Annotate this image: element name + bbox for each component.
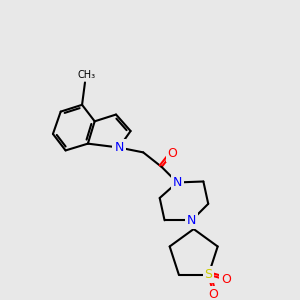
- Text: O: O: [167, 147, 177, 160]
- Text: N: N: [187, 214, 196, 227]
- Text: CH₃: CH₃: [78, 70, 96, 80]
- Text: N: N: [114, 141, 124, 154]
- Text: N: N: [172, 176, 182, 189]
- Text: S: S: [205, 268, 212, 281]
- Text: O: O: [208, 288, 218, 300]
- Text: O: O: [221, 273, 231, 286]
